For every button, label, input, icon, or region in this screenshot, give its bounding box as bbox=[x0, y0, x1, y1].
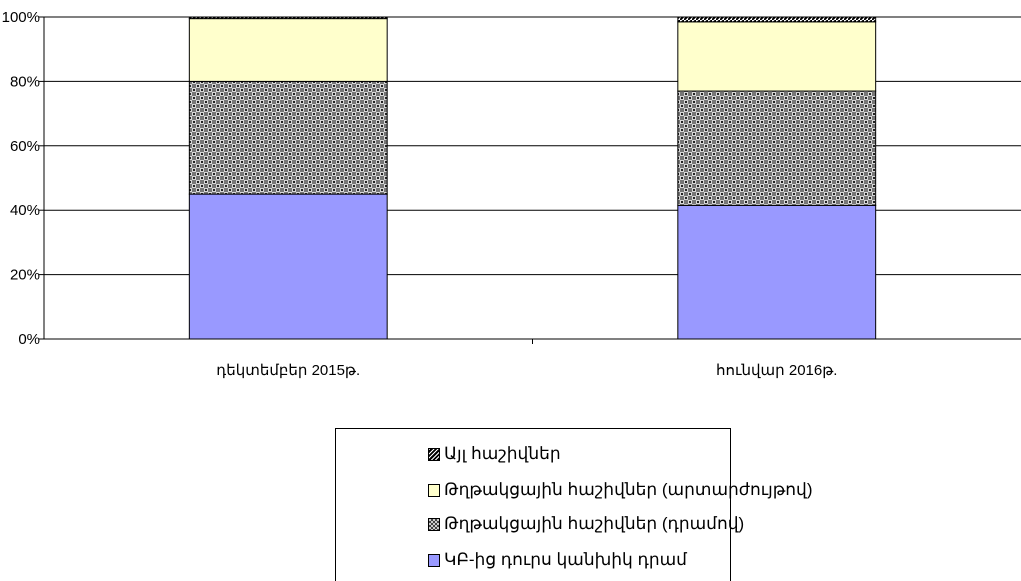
stacked-bar-chart: 0% 20% 40% 60% 80% 100% դեկտեմբեր 2015թ. հունվ… bbox=[2, 9, 1021, 379]
legend-swatch-yellow bbox=[428, 483, 440, 497]
y-tick-label: 0% bbox=[18, 331, 40, 348]
legend-item-amd-accounts: Թղթակցային հաշիվներ (դրամով) bbox=[428, 513, 744, 535]
y-tick-label: 60% bbox=[10, 138, 40, 155]
bar-segment bbox=[188, 16, 388, 20]
bar-segment bbox=[188, 18, 388, 82]
legend-item-cash: ԿԲ-ից դուրս կանխիկ դրամ bbox=[428, 549, 687, 571]
bar-segment bbox=[188, 193, 388, 340]
x-tick-label: դեկտեմբեր 2015թ. bbox=[216, 362, 360, 379]
y-axis: 0% 20% 40% 60% 80% 100% bbox=[2, 9, 45, 348]
bar-segment bbox=[188, 80, 388, 195]
legend-swatch-checker bbox=[428, 517, 440, 531]
y-tick-label: 20% bbox=[10, 267, 40, 284]
bar-segment bbox=[677, 204, 877, 340]
y-tick-label: 80% bbox=[10, 73, 40, 90]
legend-swatch-blue bbox=[428, 553, 440, 567]
legend-item-fx-accounts: Թղթակցային հաշիվներ (արտարժույթով) bbox=[428, 479, 813, 501]
bar-segment bbox=[677, 21, 877, 92]
y-tick-label: 100% bbox=[2, 9, 40, 26]
y-tick-label: 40% bbox=[10, 202, 40, 219]
x-tick-label: հունվար 2016թ. bbox=[716, 362, 837, 379]
legend-label: Թղթակցային հաշիվներ (արտարժույթով) bbox=[444, 480, 813, 499]
bars bbox=[188, 16, 877, 340]
legend-label: Այլ հաշիվներ bbox=[444, 444, 561, 463]
bar-segment bbox=[677, 90, 877, 206]
legend-swatch-diagonal bbox=[428, 447, 440, 461]
x-axis: դեկտեմբեր 2015թ. հունվար 2016թ. bbox=[44, 338, 1021, 379]
legend: Այլ հաշիվներ Թղթակցային հաշիվներ (արտարժ… bbox=[335, 428, 813, 581]
legend-item-other: Այլ հաշիվներ bbox=[428, 443, 561, 465]
bar-segment bbox=[677, 16, 877, 23]
legend-label: Թղթակցային հաշիվներ (դրամով) bbox=[444, 514, 745, 533]
legend-label: ԿԲ-ից դուրս կանխիկ դրամ bbox=[444, 550, 687, 569]
